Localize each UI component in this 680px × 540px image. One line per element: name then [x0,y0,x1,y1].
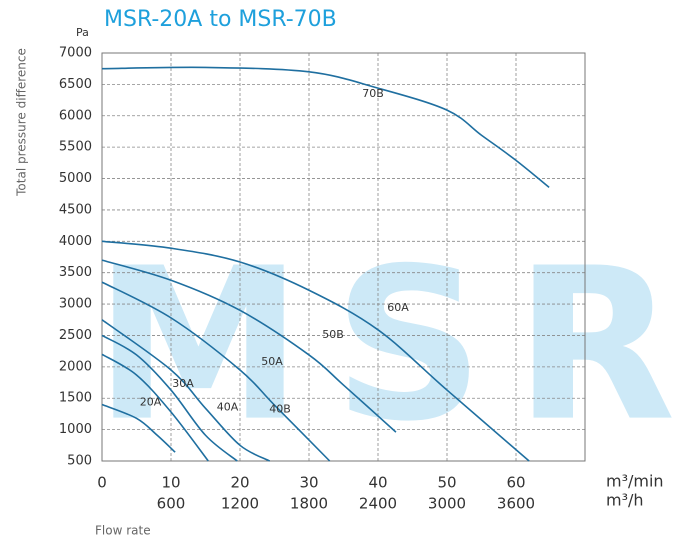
curve [101,66,550,188]
curve-label: 50A [261,355,283,368]
x-tick-label: 0 [97,474,107,492]
y-tick-label: 2000 [59,359,92,374]
curve-label: 30A [172,377,194,390]
y-tick-label: 1500 [59,391,92,406]
y-tick-label: 7000 [59,46,92,61]
chart-title: MSR-20A to MSR-70B [104,7,337,32]
curve [101,319,271,462]
watermark: MSR [94,223,680,468]
curve-label: 70B [362,87,384,100]
curve [101,334,238,462]
y-tick-label: 5000 [59,171,92,186]
y-axis-label: Total pressure difference [15,48,29,197]
x-tick-label: 10 [161,474,180,492]
x2-tick-label: 2400 [359,495,397,513]
y-tick-label: 5500 [59,140,92,155]
x2-unit: m³/h [606,491,644,510]
x-tick-label: 20 [230,474,249,492]
x2-tick-label: 600 [157,495,186,513]
y-tick-label: 500 [67,454,92,469]
y-tick-label: 6500 [59,77,92,92]
curve [101,281,331,462]
curve-label: 40A [217,400,239,413]
y-tick-label: 4500 [59,202,92,217]
x2-tick-label: 3600 [497,495,535,513]
curve-label: 40B [269,402,291,415]
x2-tick-label: 3000 [428,495,466,513]
x-tick-label: 30 [299,474,318,492]
x2-tick-label: 1200 [221,495,259,513]
x2-tick-label: 1800 [290,495,328,513]
curve-label: 60A [387,301,409,314]
y-tick-label: 4000 [59,234,92,249]
y-unit: Pa [76,26,89,39]
x-tick-label: 50 [437,474,456,492]
x-unit: m³/min [606,472,664,491]
curve-label: 20A [140,395,162,408]
curve [101,353,209,462]
y-tick-label: 3500 [59,265,92,280]
curve [101,259,397,433]
x-tick-label: 40 [368,474,387,492]
plot-frame [101,52,586,462]
y-tick-label: 6000 [59,108,92,123]
x-axis-label: Flow rate [95,524,151,538]
x-tick-label: 60 [506,474,525,492]
y-tick-label: 1000 [59,422,92,437]
curve-label: 50B [322,328,344,341]
curve [101,240,530,462]
y-tick-label: 2500 [59,328,92,343]
curve [101,403,176,453]
y-tick-label: 3000 [59,297,92,312]
